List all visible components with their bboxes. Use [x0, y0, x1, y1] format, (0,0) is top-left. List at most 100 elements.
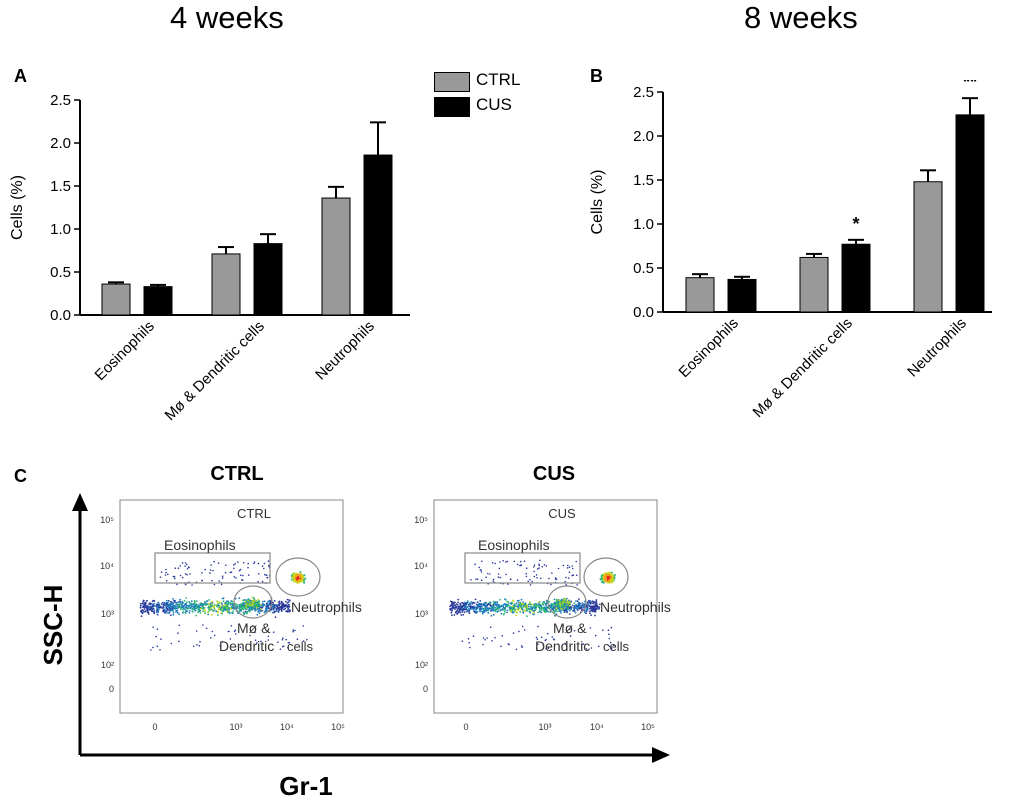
flow-event-dot [497, 573, 500, 575]
flow-event-dot [272, 608, 275, 610]
flow-event-dot [492, 600, 495, 603]
flow-event-dot [490, 614, 493, 617]
flow-event-dot [501, 634, 504, 637]
flow-event-dot [470, 579, 472, 581]
flow-event-dot [487, 611, 489, 614]
flow-event-dot [265, 602, 268, 605]
flow-event-dot [165, 605, 168, 608]
flow-event-dot [492, 607, 494, 610]
flow-event-dot [220, 583, 223, 586]
flow-event-dot [258, 600, 261, 603]
flow-event-dot [284, 607, 287, 610]
flow-event-dot [451, 603, 454, 606]
flow-event-dot [474, 598, 477, 601]
flow-event-dot [257, 562, 260, 565]
flow-event-dot [571, 565, 573, 567]
flow-event-dot [295, 572, 298, 575]
flow-event-dot [526, 609, 528, 612]
flow-event-dot [231, 600, 234, 603]
flow-event-dot [177, 567, 180, 569]
flow-event-dot [267, 560, 270, 562]
flow-event-dot [302, 640, 305, 642]
flow-event-dot [209, 569, 212, 571]
flow-event-dot [590, 647, 593, 649]
flow-event-dot [527, 608, 529, 611]
flow-event-dot [213, 583, 216, 586]
flow-event-dot [211, 630, 214, 633]
gate-eosinophils-ctrl [154, 552, 271, 584]
flow-event-dot [462, 608, 465, 610]
flow-event-dot [213, 560, 215, 563]
flow-event-dot [506, 611, 508, 614]
flow-event-dot [208, 609, 211, 612]
flow-event-dot [593, 606, 596, 609]
flow-event-dot [610, 647, 613, 650]
flow-event-dot [517, 606, 520, 609]
flow-event-dot [155, 635, 157, 638]
flow-event-dot [184, 562, 187, 564]
flow-event-dot [539, 601, 541, 603]
flow-event-dot [451, 614, 453, 617]
flow-event-dot [511, 605, 514, 608]
flow-xtick-cus: 0 [463, 722, 468, 732]
bar-ctrl-0 [101, 283, 131, 316]
flow-event-dot [203, 600, 206, 603]
flow-event-dot [179, 565, 181, 567]
flow-xtick-cus: 10⁴ [590, 722, 604, 732]
flow-event-dot [586, 601, 589, 604]
flow-event-dot [544, 610, 546, 613]
flow-event-dot [281, 638, 284, 641]
flow-event-dot [533, 611, 535, 614]
flow-event-dot [280, 600, 283, 603]
flow-event-dot [551, 636, 554, 638]
flow-event-dot [461, 610, 464, 613]
flow-event-dot [293, 575, 296, 578]
flow-event-dot [524, 604, 527, 606]
flow-event-dot [494, 636, 496, 639]
flow-event-dot [233, 564, 235, 566]
flow-event-dot [531, 607, 534, 610]
flow-event-dot [195, 600, 198, 602]
flow-event-dot [585, 612, 587, 615]
flow-event-dot [515, 608, 518, 611]
flow-event-dot [525, 572, 527, 575]
flow-event-dot [578, 598, 580, 600]
flow-event-dot [172, 611, 175, 614]
flow-event-dot [525, 607, 528, 610]
bar-cus-2 [363, 154, 393, 316]
flow-event-dot [148, 603, 150, 605]
flow-event-dot [553, 598, 556, 601]
flow-event-dot [500, 612, 503, 615]
flow-event-dot [195, 607, 198, 610]
flow-event-dot [491, 562, 494, 564]
flow-event-dot [297, 579, 300, 582]
flow-event-dot [508, 606, 511, 609]
flow-event-dot [159, 649, 161, 651]
flow-event-dot [464, 601, 466, 604]
flow-event-dot [560, 612, 562, 614]
flow-event-dot [247, 598, 250, 601]
flow-event-dot [247, 562, 249, 565]
flow-event-dot [296, 578, 299, 581]
flow-event-dot [536, 647, 538, 650]
flow-event-dot [219, 611, 222, 614]
flow-event-dot [226, 608, 229, 611]
flow-event-dot [287, 642, 290, 644]
flow-event-dot [208, 603, 211, 605]
flow-event-dot [146, 607, 149, 609]
flow-event-dot [224, 571, 227, 574]
flow-event-dot [182, 611, 185, 613]
flow-event-dot [197, 604, 200, 607]
flow-event-dot [550, 608, 553, 610]
flow-event-dot [252, 602, 254, 605]
flow-event-dot [167, 573, 169, 576]
gate-mo-dc-ctrl [233, 585, 273, 619]
flow-event-dot [158, 604, 161, 607]
flow-event-dot [222, 607, 225, 610]
flow-event-dot [205, 627, 208, 630]
flow-event-dot [558, 605, 560, 607]
flow-event-dot [540, 607, 543, 610]
flow-event-dot [286, 604, 288, 607]
flow-event-dot [568, 566, 571, 568]
flow-event-dot [229, 571, 231, 574]
